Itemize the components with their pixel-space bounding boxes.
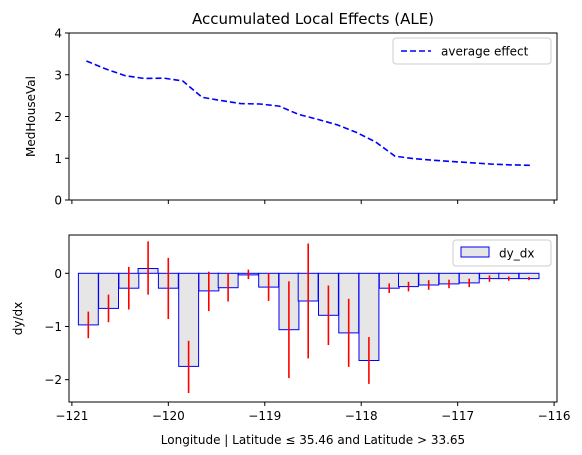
top-y-tick-label: 4 — [54, 27, 62, 41]
bottom-x-tick-label: −118 — [345, 409, 378, 423]
dy-dx-error-bars — [87, 241, 530, 393]
bottom-y-tick-label: −2 — [44, 373, 62, 387]
chart-title: Accumulated Local Effects (ALE) — [192, 10, 434, 28]
average-effect-plot — [86, 60, 531, 167]
bottom-legend: dy_dx — [452, 239, 552, 267]
legend-label-dy-dx: dy_dx — [499, 247, 534, 261]
bottom-x-tick-label: −116 — [538, 409, 571, 423]
bottom-y-tick-label: −1 — [44, 320, 62, 334]
top-y-tick-label: 1 — [54, 152, 62, 166]
top-y-axis-label: MedHouseVal — [24, 76, 38, 157]
top-y-tick-label: 0 — [54, 194, 62, 208]
top-y-tick-label: 3 — [54, 68, 62, 82]
top-legend: average effect — [392, 37, 552, 65]
bottom-axes-frame — [68, 234, 558, 403]
top-panel: Accumulated Local Effects (ALE) 0 1 2 3 4 Me… — [24, 10, 558, 208]
top-axes-frame — [68, 32, 558, 201]
legend-bar-swatch-icon — [460, 246, 490, 258]
bottom-panel: 0 −1 −2 −121 −120 −119 −118 −117 −116 dy/dx Long… — [11, 234, 571, 447]
bottom-x-tick-label: −120 — [152, 409, 185, 423]
average-effect-line — [86, 60, 531, 167]
top-legend-box — [392, 37, 552, 65]
bottom-y-tick-label: 0 — [54, 267, 62, 281]
top-axis-ticks: 0 1 2 3 4 — [54, 27, 555, 208]
bottom-y-axis-label: dy/dx — [11, 302, 25, 335]
bottom-x-tick-label: −119 — [248, 409, 281, 423]
legend-label-average-effect: average effect — [441, 45, 529, 59]
bottom-x-tick-label: −121 — [55, 409, 88, 423]
bottom-x-axis-label: Longitude | Latitude ≤ 35.46 and Latitud… — [161, 433, 465, 447]
bottom-axis-ticks: 0 −1 −2 −121 −120 −119 −118 −117 −116 — [44, 267, 570, 423]
bottom-x-tick-label: −117 — [441, 409, 474, 423]
top-y-tick-label: 2 — [54, 110, 62, 124]
